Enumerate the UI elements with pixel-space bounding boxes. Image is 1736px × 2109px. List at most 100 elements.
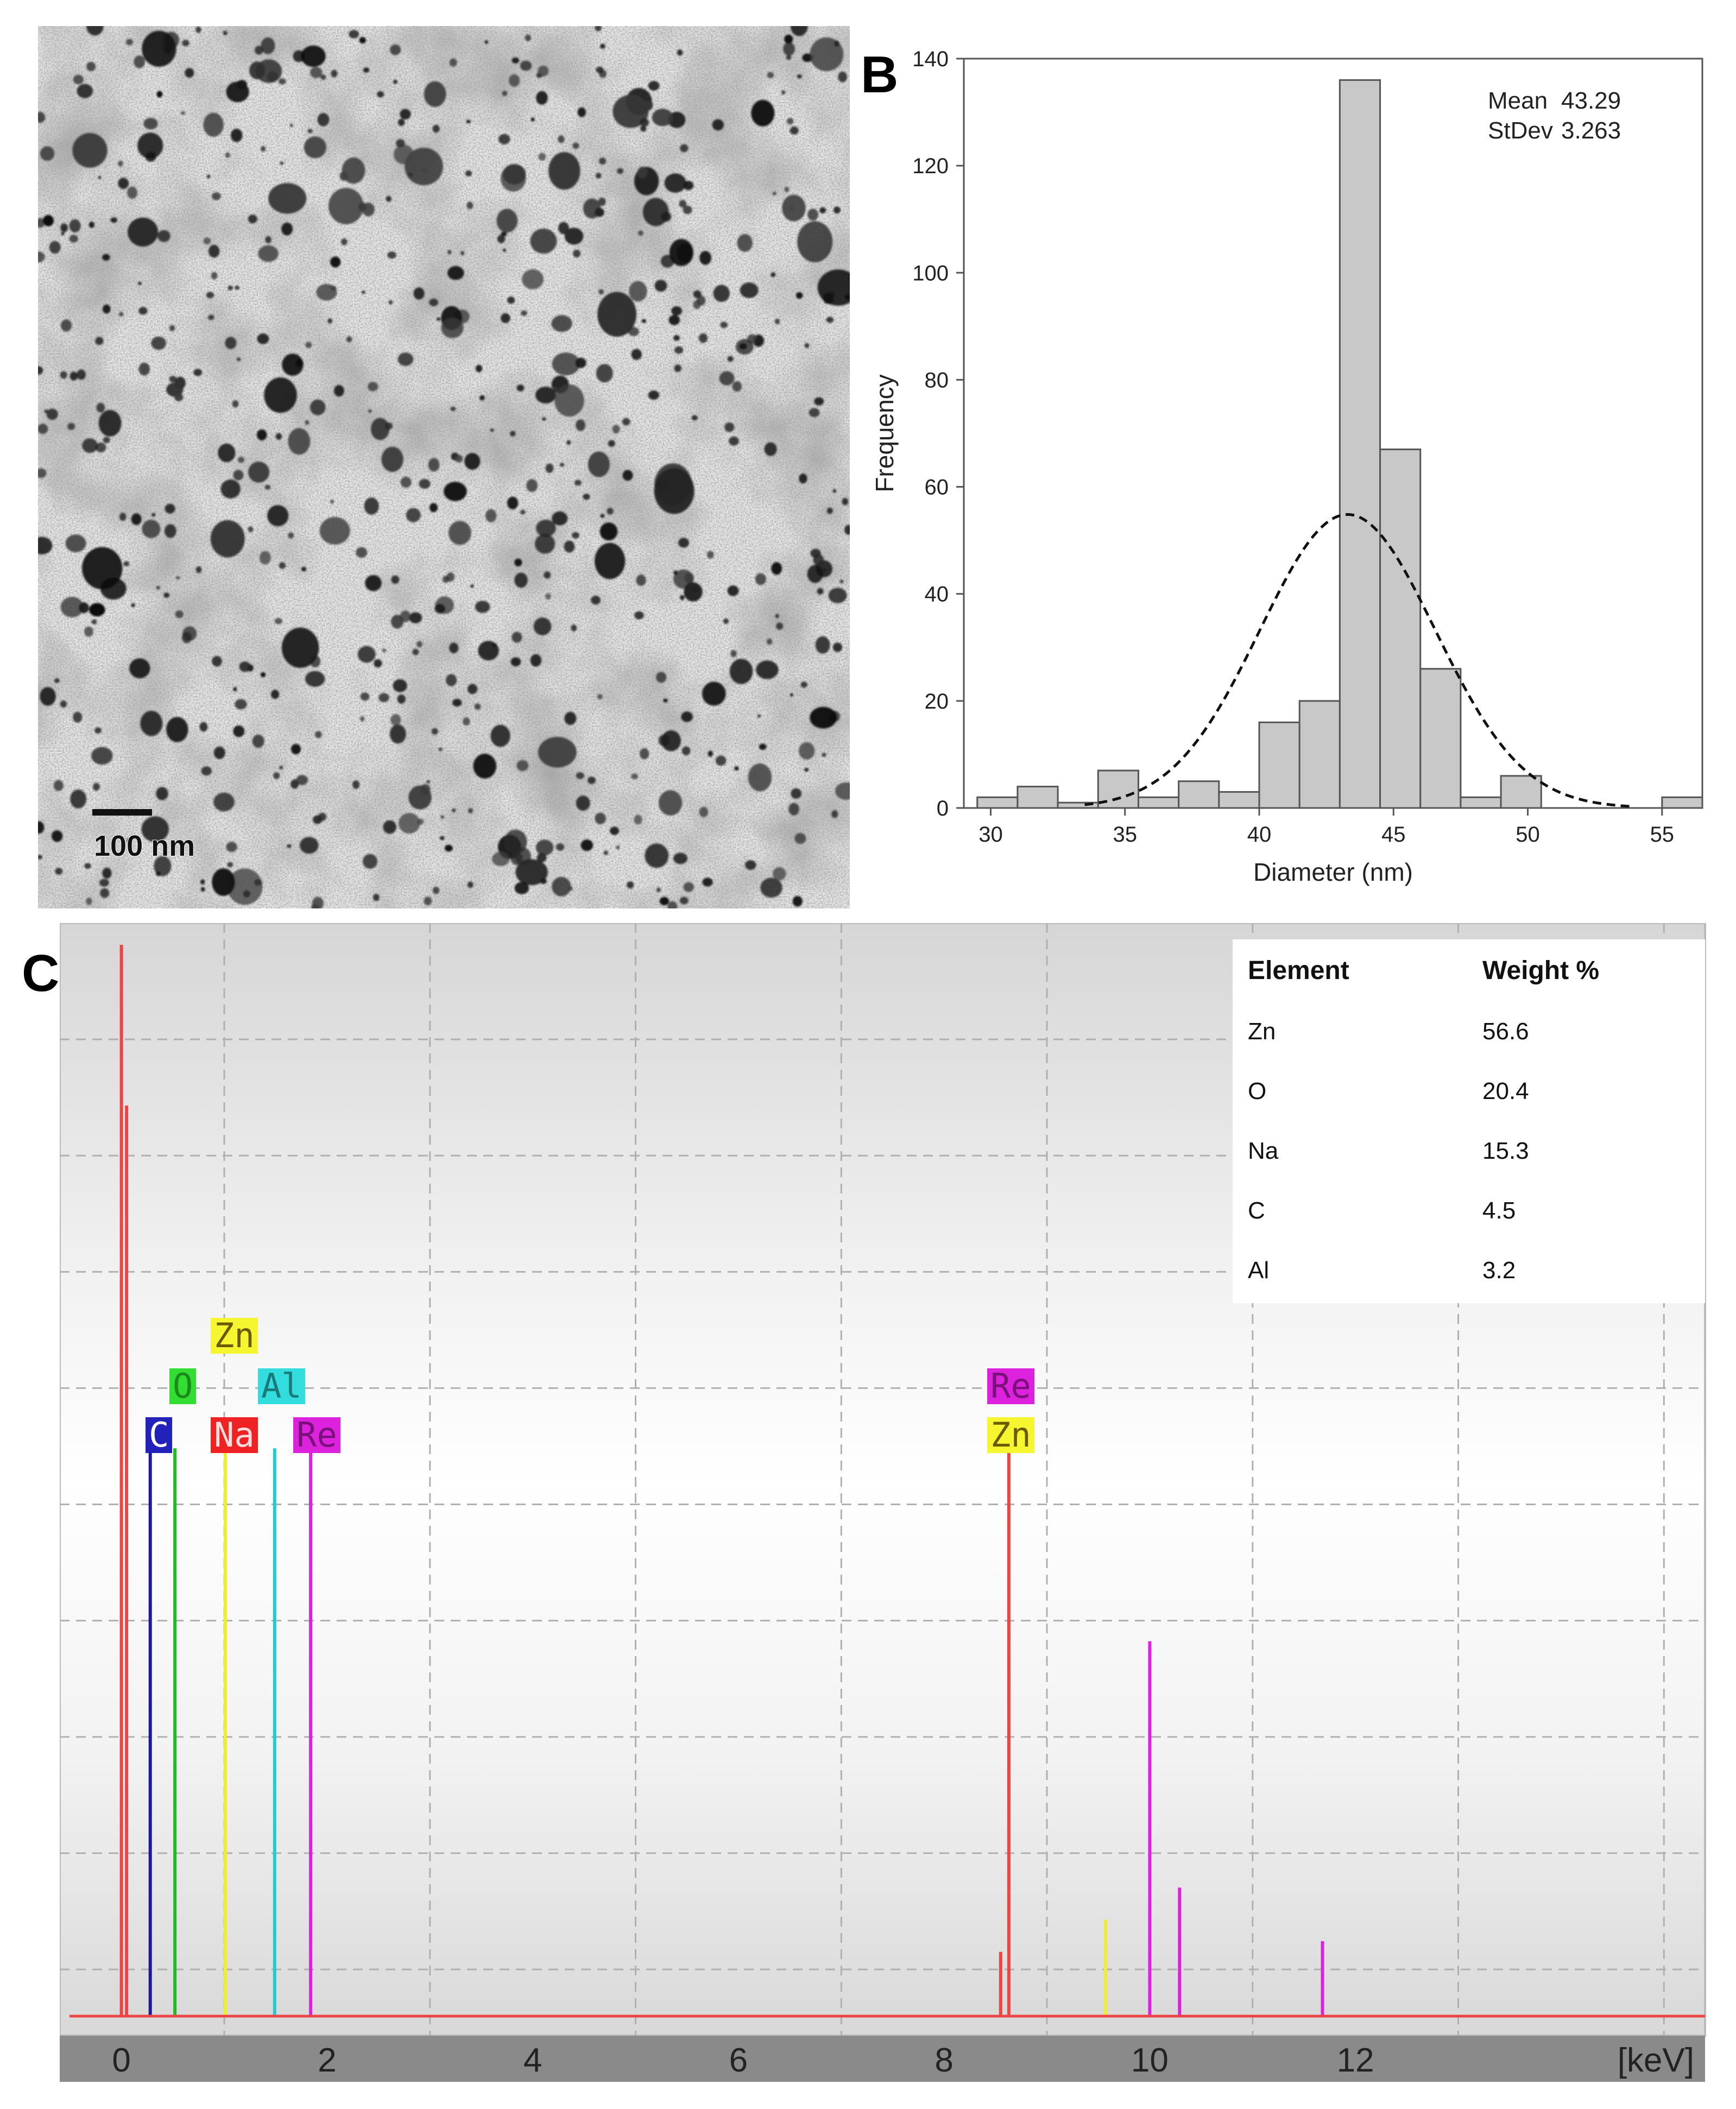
particle xyxy=(137,281,142,285)
particle xyxy=(223,30,228,35)
energy-tick-label: 10 xyxy=(1131,2042,1169,2079)
particle xyxy=(645,843,669,868)
particle xyxy=(307,129,313,134)
particle xyxy=(156,787,168,800)
particle xyxy=(419,479,431,489)
particle xyxy=(433,886,440,894)
particle xyxy=(575,357,586,368)
particle xyxy=(729,659,753,684)
table-row-element: Na xyxy=(1248,1138,1279,1164)
particle xyxy=(832,489,837,493)
particle xyxy=(331,70,338,78)
particle xyxy=(588,776,596,784)
particle xyxy=(431,728,438,735)
particle xyxy=(60,223,68,232)
particle xyxy=(739,343,747,350)
particle xyxy=(622,470,633,481)
particle xyxy=(60,319,72,332)
particle xyxy=(616,845,620,850)
particle xyxy=(712,119,724,131)
particle xyxy=(815,636,830,654)
particle xyxy=(382,648,387,653)
table-row-weight: 15.3 xyxy=(1482,1138,1529,1164)
particle xyxy=(784,34,793,44)
particle xyxy=(264,484,271,490)
particle xyxy=(545,593,551,600)
particle xyxy=(515,859,548,886)
particle xyxy=(680,144,689,153)
x-tick-label: 45 xyxy=(1381,823,1406,847)
particle xyxy=(227,862,233,868)
particle xyxy=(598,289,604,295)
particle xyxy=(757,714,761,718)
particle xyxy=(514,882,529,894)
stat-mean-label: Mean xyxy=(1488,87,1548,114)
particle xyxy=(723,618,729,624)
particle xyxy=(67,422,75,430)
particle xyxy=(381,446,403,472)
particle xyxy=(583,494,590,500)
particle xyxy=(235,699,247,710)
particle xyxy=(538,737,577,768)
particle xyxy=(577,107,586,117)
particle xyxy=(226,842,237,853)
particle xyxy=(734,766,739,771)
particle xyxy=(396,139,405,148)
particle xyxy=(199,722,208,732)
y-tick-label: 60 xyxy=(925,476,949,500)
particle xyxy=(535,387,557,404)
particle xyxy=(558,135,565,143)
particle xyxy=(293,50,305,62)
particle xyxy=(817,588,824,595)
particle xyxy=(531,117,535,122)
particle xyxy=(55,868,63,875)
particle xyxy=(301,566,307,572)
particle xyxy=(559,463,565,467)
particle xyxy=(737,233,753,252)
particle xyxy=(95,337,104,345)
particle xyxy=(301,45,326,67)
particle xyxy=(634,611,644,620)
particle xyxy=(271,690,280,699)
particle xyxy=(554,384,584,417)
particle xyxy=(364,497,379,515)
particle xyxy=(656,672,667,683)
particle xyxy=(501,231,507,237)
element-marker-lines xyxy=(148,1448,1324,2016)
particle xyxy=(86,898,92,905)
particle xyxy=(142,30,176,67)
energy-tick-label: 8 xyxy=(935,2042,953,2079)
particle xyxy=(656,887,661,892)
histogram-bar xyxy=(1419,668,1462,809)
particle xyxy=(598,197,606,206)
particle xyxy=(800,681,807,688)
particle xyxy=(608,440,615,447)
particle xyxy=(305,420,310,425)
particle xyxy=(534,534,555,554)
particle xyxy=(484,40,489,44)
particle xyxy=(448,521,471,545)
x-axis-label: Diameter (nm) xyxy=(1253,858,1413,886)
particle xyxy=(154,856,172,876)
particle xyxy=(288,428,311,455)
particle xyxy=(180,111,186,115)
particle xyxy=(102,304,111,314)
particle xyxy=(724,422,735,432)
tem-micrograph: 100 nm xyxy=(31,16,859,912)
particle xyxy=(389,724,406,744)
particle xyxy=(813,554,824,566)
particle xyxy=(374,659,382,668)
particle xyxy=(715,755,727,766)
particle xyxy=(784,187,790,192)
particle xyxy=(360,716,365,722)
particle xyxy=(413,287,425,300)
particle xyxy=(638,230,643,236)
y-tick-label: 40 xyxy=(925,583,949,607)
particle xyxy=(40,687,56,706)
energy-axis-ticks: 0 2 4 6 8 10 12 xyxy=(112,2042,1374,2079)
scale-bar-label: 100 nm xyxy=(94,830,195,862)
particle xyxy=(237,457,245,463)
particle xyxy=(595,24,602,31)
particle xyxy=(400,109,411,120)
particle xyxy=(502,248,506,252)
